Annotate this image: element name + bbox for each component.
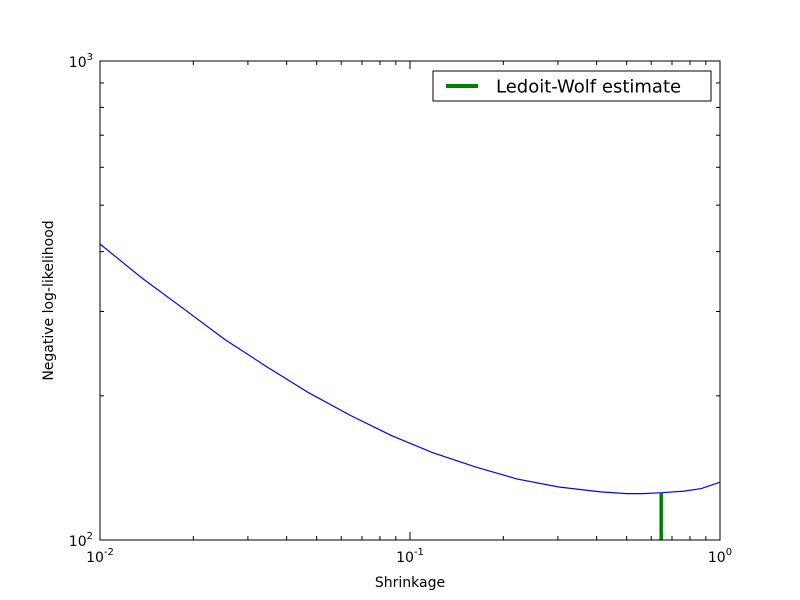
series-line-0: [99, 243, 721, 495]
legend-box: [432, 70, 712, 102]
y-axis-label: Negative log-likelihood: [41, 220, 57, 380]
x-axis-label: Shrinkage: [375, 575, 445, 591]
plot-area: [99, 243, 721, 540]
legend: Ledoit-Wolf estimate: [432, 70, 712, 102]
legend-label: Ledoit-Wolf estimate: [496, 77, 681, 98]
